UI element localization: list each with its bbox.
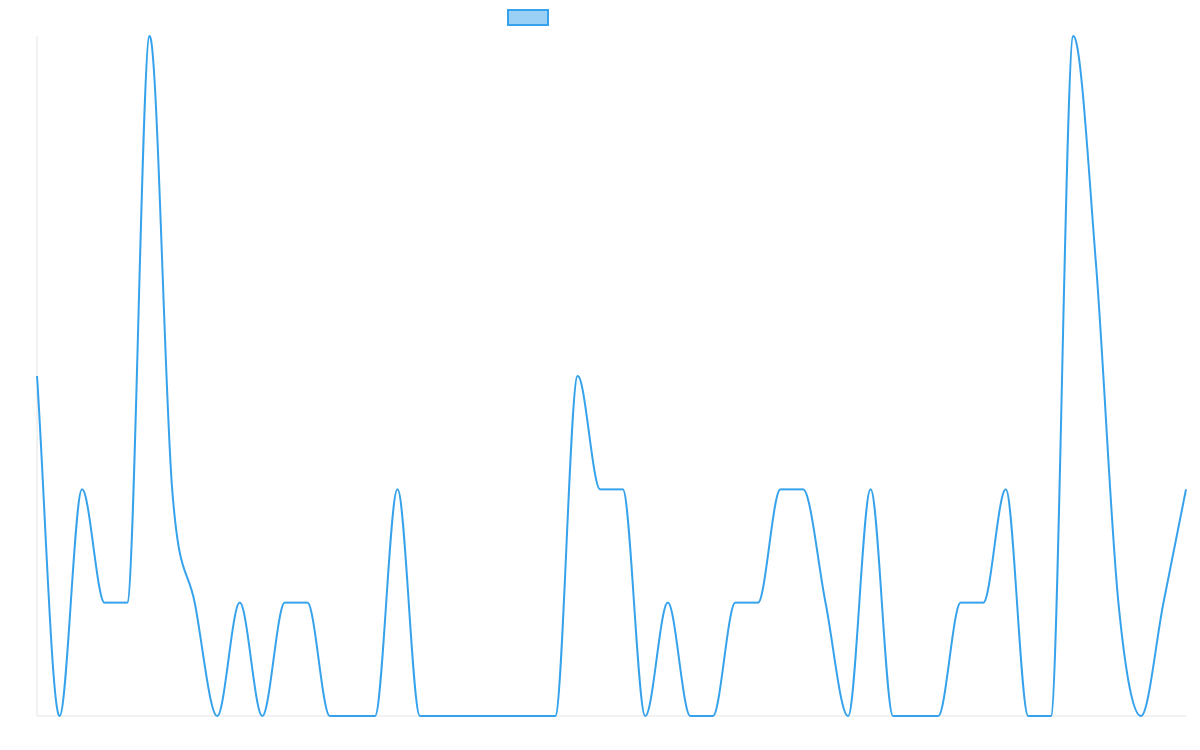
- data-point: [913, 713, 919, 719]
- data-point: [34, 373, 40, 379]
- data-point: [214, 713, 220, 719]
- data-point: [124, 600, 130, 606]
- series-line: [36, 35, 1187, 717]
- data-point: [1183, 486, 1189, 492]
- data-point: [1025, 713, 1031, 719]
- data-point: [552, 713, 558, 719]
- data-point: [349, 713, 355, 719]
- data-point: [282, 600, 288, 606]
- data-point: [755, 600, 761, 606]
- data-point: [732, 600, 738, 606]
- data-point: [868, 486, 874, 492]
- data-point: [507, 713, 513, 719]
- data-point: [1093, 260, 1099, 266]
- data-point: [1070, 33, 1076, 39]
- data-point: [1048, 713, 1054, 719]
- data-point: [620, 486, 626, 492]
- data-point: [980, 600, 986, 606]
- data-point: [169, 486, 175, 492]
- data-point: [417, 713, 423, 719]
- data-point: [958, 600, 964, 606]
- chart-legend: [507, 9, 549, 26]
- data-point: [372, 713, 378, 719]
- legend-swatch[interactable]: [507, 9, 549, 26]
- data-point: [597, 486, 603, 492]
- data-point: [1003, 486, 1009, 492]
- data-point: [1160, 600, 1166, 606]
- data-point: [575, 373, 581, 379]
- data-point: [687, 713, 693, 719]
- data-point: [57, 713, 63, 719]
- data-point: [485, 713, 491, 719]
- data-point: [259, 713, 265, 719]
- data-point: [102, 600, 108, 606]
- data-point: [1138, 713, 1144, 719]
- data-point: [304, 600, 310, 606]
- data-point: [1115, 600, 1121, 606]
- data-point: [394, 486, 400, 492]
- data-point: [79, 486, 85, 492]
- data-point: [327, 713, 333, 719]
- data-point: [665, 600, 671, 606]
- chart-series: [34, 33, 1189, 719]
- data-point: [935, 713, 941, 719]
- data-point: [642, 713, 648, 719]
- data-point: [462, 713, 468, 719]
- data-point: [530, 713, 536, 719]
- data-point: [823, 600, 829, 606]
- data-point: [440, 713, 446, 719]
- data-point: [845, 713, 851, 719]
- data-point: [710, 713, 716, 719]
- data-point: [890, 713, 896, 719]
- chart-axes: [36, 36, 1186, 717]
- data-point: [800, 486, 806, 492]
- data-point: [237, 600, 243, 606]
- data-point: [147, 33, 153, 39]
- data-point: [777, 486, 783, 492]
- data-point: [192, 600, 198, 606]
